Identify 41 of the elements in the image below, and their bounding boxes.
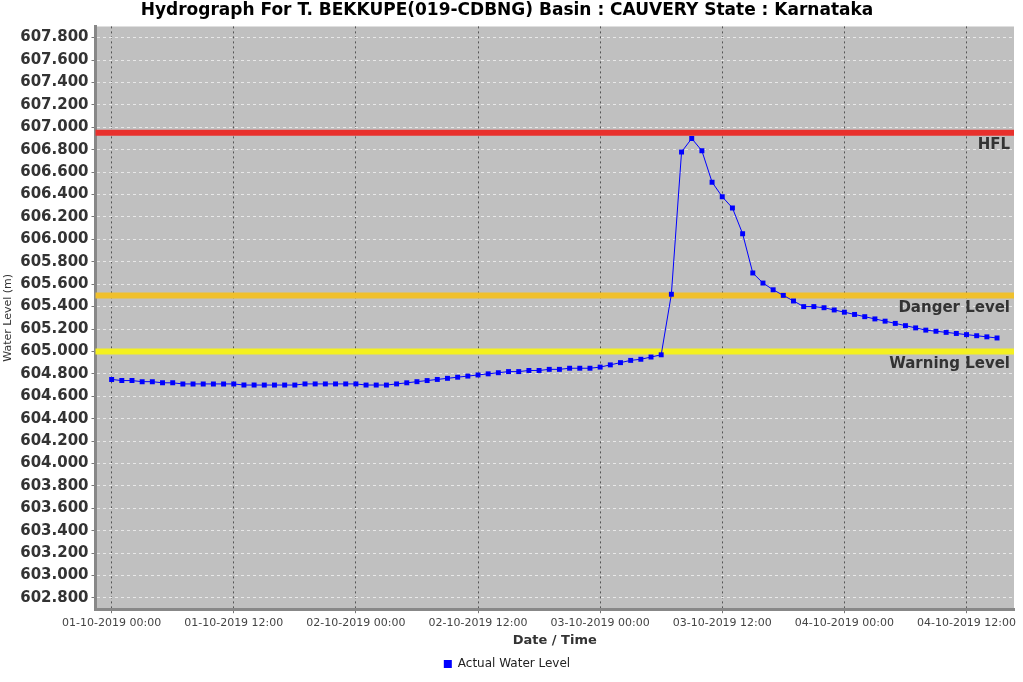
y-tick-label: 602.800: [20, 587, 89, 606]
y-tick-label: 605.400: [20, 296, 89, 315]
y-tick-label: 603.800: [20, 475, 89, 494]
y-tick-label: 603.000: [20, 565, 89, 584]
x-tick-label: 03-10-2019 12:00: [672, 615, 772, 629]
x-tick-label: 01-10-2019 00:00: [62, 615, 162, 629]
y-tick-label: 605.200: [20, 318, 89, 337]
ref-line-label: Danger Level: [898, 297, 1010, 316]
y-tick-label: 605.800: [20, 251, 89, 270]
x-axis-title: Date / Time: [512, 631, 597, 647]
y-tick-label: 603.200: [20, 543, 89, 562]
y-tick-label: 605.600: [20, 274, 89, 293]
y-tick-label: 607.600: [20, 49, 89, 68]
ref-line-label: Warning Level: [889, 353, 1010, 372]
y-tick-label: 606.400: [20, 184, 89, 203]
y-tick-label: 607.400: [20, 72, 89, 91]
ref-line-label: HFL: [977, 135, 1011, 154]
x-tick-label: 02-10-2019 12:00: [428, 615, 528, 629]
y-tick-label: 606.600: [20, 161, 89, 180]
y-tick-label: 607.800: [20, 27, 89, 46]
y-tick-label: 604.000: [20, 453, 89, 472]
y-tick-label: 604.200: [20, 430, 89, 449]
y-tick-label: 605.000: [20, 341, 89, 360]
x-tick-label: 01-10-2019 12:00: [184, 615, 284, 629]
legend-label: Actual Water Level: [457, 656, 571, 671]
y-tick-label: 607.200: [20, 94, 89, 113]
x-tick-label: 03-10-2019 00:00: [550, 615, 650, 629]
x-tick-label: 02-10-2019 00:00: [306, 615, 406, 629]
y-tick-label: 604.600: [20, 386, 89, 405]
y-tick-label: 603.400: [20, 520, 89, 539]
y-tick-label: 607.000: [20, 117, 89, 136]
x-tick-label: 04-10-2019 00:00: [794, 615, 894, 629]
y-tick-label: 603.600: [20, 498, 89, 517]
y-tick-label: 606.000: [20, 229, 89, 248]
y-axis-title: Water Level (m): [1, 273, 15, 362]
x-tick-label: 04-10-2019 12:00: [916, 615, 1017, 629]
y-tick-label: 606.200: [20, 206, 89, 225]
y-tick-label: 604.800: [20, 363, 89, 382]
chart-title: Hydrograph For T. BEKKUPE(019-CDBNG) Basin : CAUVERY State : Karnataka: [140, 0, 874, 19]
y-tick-label: 606.800: [20, 139, 89, 158]
y-tick-label: 604.400: [20, 408, 89, 427]
